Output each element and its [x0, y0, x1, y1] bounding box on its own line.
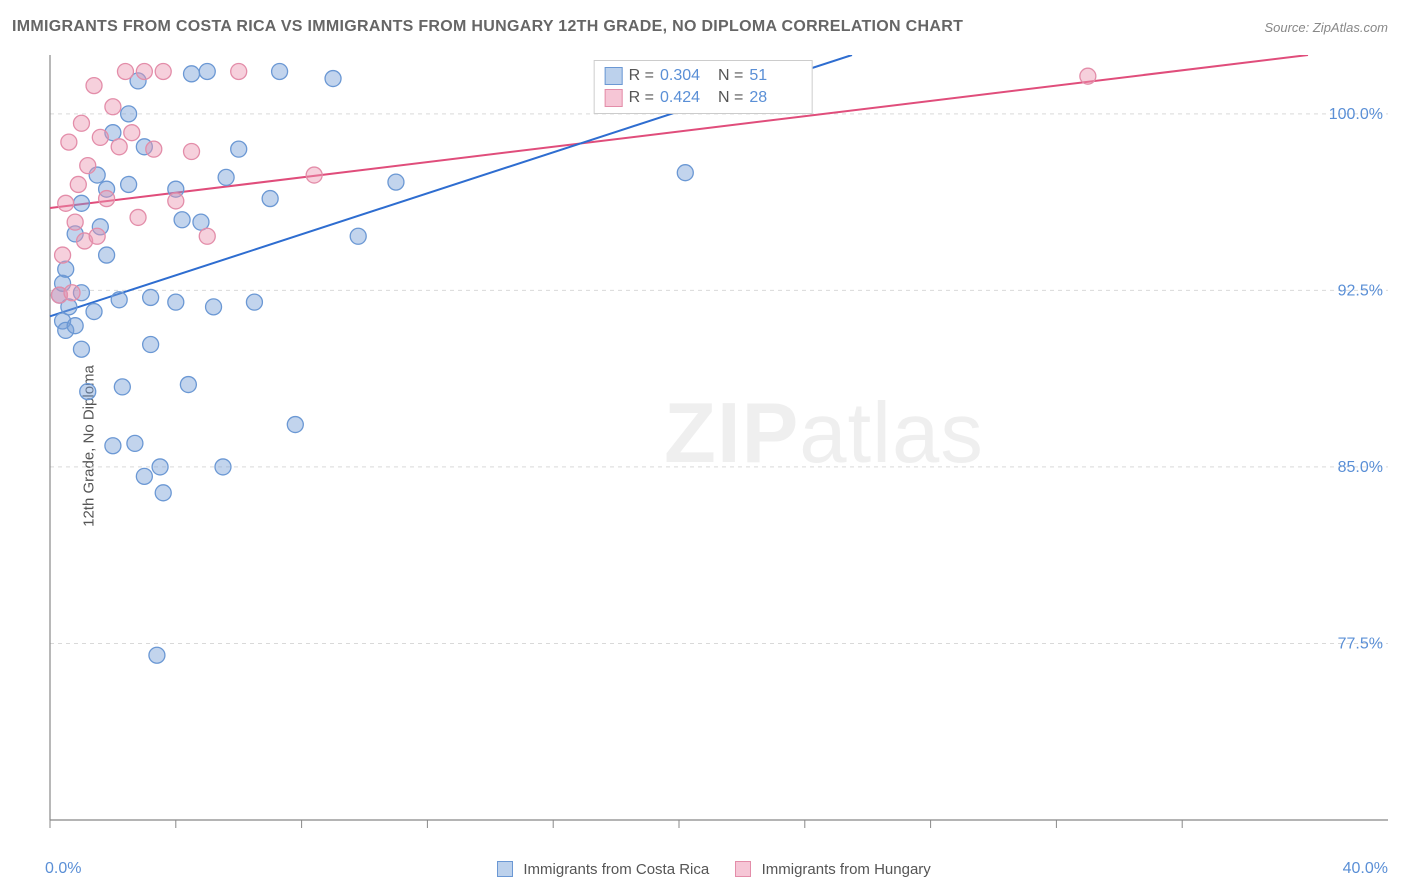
- series-b-swatch-icon: [605, 89, 623, 107]
- legend-swatch-b-icon: [735, 861, 751, 877]
- series-b-r-value: 0.424: [660, 89, 712, 107]
- stats-row-b: R = 0.424 N = 28: [605, 87, 802, 109]
- chart-title: IMMIGRANTS FROM COSTA RICA VS IMMIGRANTS…: [12, 18, 963, 36]
- series-a-r-value: 0.304: [660, 67, 712, 85]
- series-b-n-value: 28: [749, 89, 801, 107]
- series-a-n-value: 51: [749, 67, 801, 85]
- source-label: Source: ZipAtlas.com: [1264, 20, 1388, 35]
- stats-legend-box: R = 0.304 N = 51 R = 0.424 N = 28: [594, 60, 813, 114]
- svg-text:85.0%: 85.0%: [1338, 459, 1383, 476]
- series-a-swatch-icon: [605, 67, 623, 85]
- legend-label-a: Immigrants from Costa Rica: [523, 861, 709, 878]
- svg-text:77.5%: 77.5%: [1338, 635, 1383, 652]
- scatter-chart: 100.0% 92.5% 85.0% 77.5%: [45, 55, 1388, 844]
- svg-text:92.5%: 92.5%: [1338, 282, 1383, 299]
- n-label: N =: [718, 89, 743, 107]
- stats-row-a: R = 0.304 N = 51: [605, 65, 802, 87]
- bottom-legend: Immigrants from Costa Rica Immigrants fr…: [0, 861, 1406, 878]
- legend-label-b: Immigrants from Hungary: [762, 861, 931, 878]
- r-label: R =: [629, 89, 654, 107]
- r-label: R =: [629, 67, 654, 85]
- legend-swatch-a-icon: [497, 861, 513, 877]
- n-label: N =: [718, 67, 743, 85]
- chart-area: 100.0%92.5%85.0%77.5% ZIPatlas: [45, 55, 1388, 844]
- svg-text:100.0%: 100.0%: [1329, 106, 1383, 123]
